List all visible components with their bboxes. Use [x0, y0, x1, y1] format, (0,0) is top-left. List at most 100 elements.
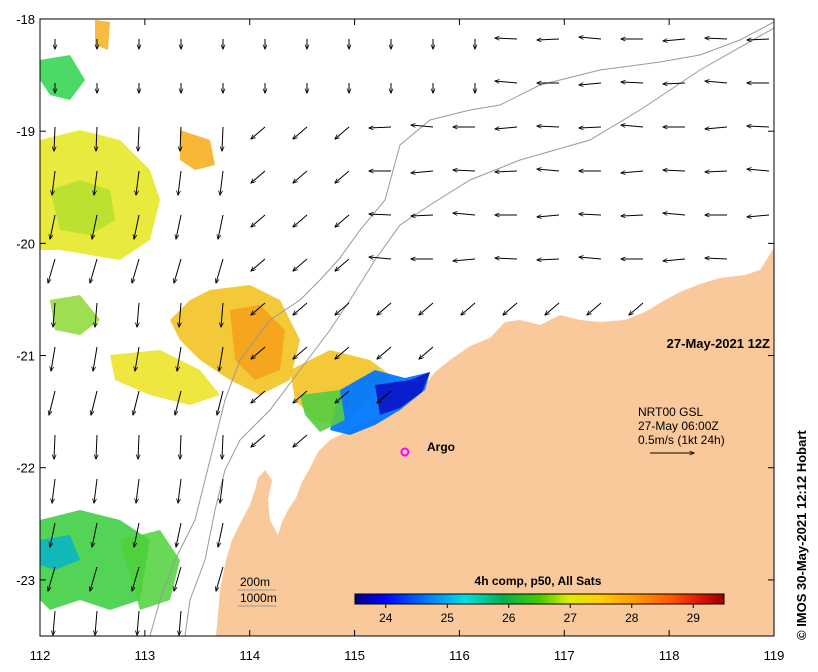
current-arrow: [377, 346, 392, 359]
y-tick-label: -22: [16, 461, 35, 476]
y-tick-label: -23: [16, 573, 35, 588]
current-arrow: [335, 258, 350, 271]
current-arrow: [134, 522, 140, 547]
current-arrow: [663, 170, 686, 171]
current-arrow: [335, 302, 350, 315]
current-arrow: [747, 39, 770, 40]
current-arrow: [94, 170, 98, 195]
argo-marker: [400, 447, 410, 457]
sst-colorbar: 4h comp, p50, All Sats 24 25 26 27 28 29: [354, 574, 725, 625]
current-arrow: [705, 81, 728, 83]
current-arrow: [411, 171, 434, 173]
current-arrow: [175, 390, 182, 415]
x-tick-label: 113: [134, 648, 155, 663]
isobath-1000-label: 1000m: [240, 591, 277, 605]
current-arrow: [177, 346, 182, 371]
current-arrow: [216, 566, 224, 591]
current-arrow: [621, 215, 644, 216]
current-arrow: [53, 610, 55, 635]
current-arrow: [49, 390, 56, 415]
legend-line2: 27-May 06:00Z: [638, 419, 719, 433]
y-tick-label: -20: [16, 236, 35, 251]
current-arrow: [174, 566, 182, 591]
current-arrow: [663, 213, 686, 215]
current-arrow: [96, 126, 97, 151]
y-tick-label: -18: [16, 12, 35, 27]
current-arrow: [51, 346, 56, 371]
current-arrow: [587, 302, 602, 315]
current-arrow: [222, 126, 223, 151]
x-tick-label: 112: [30, 648, 51, 663]
isobath-legend: 200m 1000m: [238, 575, 277, 607]
land-mass: [216, 248, 774, 636]
current-arrow: [747, 215, 770, 217]
current-arrow: [133, 390, 140, 415]
current-arrow: [251, 170, 266, 183]
current-arrow: [537, 259, 560, 260]
current-arrow: [335, 346, 350, 359]
current-arrow: [293, 302, 308, 315]
current-arrow: [221, 302, 223, 327]
current-arrow: [293, 170, 308, 183]
current-arrow: [621, 82, 644, 83]
current-arrow: [579, 257, 602, 259]
current-arrow: [495, 38, 518, 39]
current-arrow: [218, 522, 224, 547]
current-arrow: [179, 302, 181, 327]
current-arrow: [216, 258, 224, 283]
current-arrow: [537, 169, 560, 171]
current-arrow: [747, 169, 770, 171]
current-arrow: [48, 258, 56, 283]
current-arrow: [705, 38, 728, 39]
x-tick-label: 118: [659, 648, 680, 663]
current-arrow: [579, 127, 602, 128]
plot-frame: [39, 18, 775, 637]
current-arrow: [537, 39, 560, 40]
x-tick-label: 115: [344, 648, 365, 663]
current-arrow: [411, 215, 434, 216]
current-arrow: [503, 302, 518, 315]
current-arrow: [90, 566, 98, 591]
current-arrow: [132, 566, 140, 591]
current-arrow: [369, 127, 392, 128]
current-arrow: [579, 37, 602, 39]
legend-line1: NRT00 GSL: [638, 405, 703, 419]
current-arrow: [293, 126, 308, 139]
current-arrow: [178, 170, 182, 195]
current-arrow: [461, 302, 476, 315]
current-arrow: [132, 258, 140, 283]
current-arrow: [178, 478, 182, 503]
x-tick-label: 117: [554, 648, 575, 663]
current-arrow: [217, 390, 224, 415]
colorbar-tick-label: 27: [564, 611, 578, 625]
current-arrow: [137, 302, 139, 327]
current-arrow: [293, 258, 308, 271]
current-arrow: [136, 170, 140, 195]
current-arrow: [219, 346, 224, 371]
current-arrow: [50, 522, 56, 547]
y-tick-label: -19: [16, 124, 35, 139]
current-arrow: [135, 346, 140, 371]
current-arrow: [537, 215, 560, 217]
colorbar-tick-label: 29: [687, 611, 701, 625]
current-arrow: [91, 390, 98, 415]
current-arrow: [705, 127, 728, 129]
current-arrow: [50, 214, 56, 239]
current-arrow: [293, 346, 308, 359]
current-arrow: [335, 214, 350, 227]
current-arrow: [251, 214, 266, 227]
current-arrow: [495, 81, 518, 83]
current-arrow: [94, 478, 98, 503]
current-arrow: [411, 125, 434, 127]
current-arrow: [377, 390, 392, 403]
current-arrow: [176, 214, 182, 239]
colorbar-tick-label: 26: [502, 611, 516, 625]
current-arrow: [419, 302, 434, 315]
current-arrow: [137, 610, 139, 635]
current-arrow: [545, 302, 560, 315]
current-arrow: [453, 259, 476, 261]
isobath-lines: [149, 21, 774, 636]
current-arrow: [705, 258, 728, 259]
current-arrow: [220, 478, 224, 503]
